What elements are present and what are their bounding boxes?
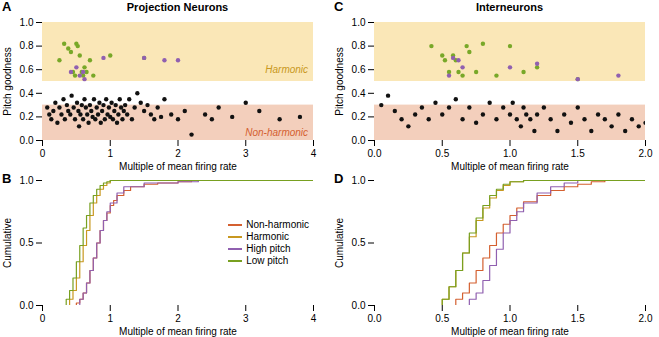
svg-text:0.5: 0.5 xyxy=(435,313,449,324)
svg-text:0.0: 0.0 xyxy=(368,148,382,159)
svg-text:2.0: 2.0 xyxy=(639,313,653,324)
svg-text:0: 0 xyxy=(40,313,46,324)
svg-text:1.5: 1.5 xyxy=(571,148,585,159)
svg-text:0.5: 0.5 xyxy=(352,237,366,248)
svg-text:0.0: 0.0 xyxy=(20,135,34,146)
svg-text:0.5: 0.5 xyxy=(435,148,449,159)
html-text:Non-harmonic: Non-harmonic xyxy=(246,218,309,230)
svg-text:0.8: 0.8 xyxy=(352,40,366,51)
svg-text:2: 2 xyxy=(175,148,181,159)
svg-text:0: 0 xyxy=(40,148,46,159)
svg-text:1: 1 xyxy=(107,148,113,159)
svg-text:Multiple of mean firing rate: Multiple of mean firing rate xyxy=(451,161,569,172)
svg-text:0.0: 0.0 xyxy=(352,135,366,146)
svg-text:1.5: 1.5 xyxy=(571,313,585,324)
svg-text:Cumulative: Cumulative xyxy=(2,218,13,268)
svg-text:1.0: 1.0 xyxy=(352,175,366,186)
svg-text:0.2: 0.2 xyxy=(20,111,34,122)
svg-text:0.6: 0.6 xyxy=(352,64,366,75)
svg-text:4: 4 xyxy=(311,148,317,159)
html-text:Interneurons: Interneurons xyxy=(475,1,544,13)
html-text:High pitch: High pitch xyxy=(246,242,291,254)
html-text:A: A xyxy=(2,0,12,14)
svg-text:Non-harmonic: Non-harmonic xyxy=(245,127,308,138)
svg-text:0.2: 0.2 xyxy=(352,111,366,122)
svg-text:3: 3 xyxy=(243,148,249,159)
svg-text:Cumulative: Cumulative xyxy=(334,218,345,268)
svg-text:1: 1 xyxy=(107,313,113,324)
svg-text:0.6: 0.6 xyxy=(20,64,34,75)
svg-text:0.5: 0.5 xyxy=(20,237,34,248)
svg-text:Multiple of mean firing rate: Multiple of mean firing rate xyxy=(119,161,237,172)
svg-text:Multiple of mean firing rate: Multiple of mean firing rate xyxy=(119,326,237,337)
svg-text:1.0: 1.0 xyxy=(20,175,34,186)
svg-text:1.0: 1.0 xyxy=(352,17,366,28)
svg-text:1.0: 1.0 xyxy=(503,313,517,324)
html-text:Low pitch: Low pitch xyxy=(246,254,289,266)
svg-text:3: 3 xyxy=(243,313,249,324)
svg-text:0.4: 0.4 xyxy=(352,88,366,99)
html-text:C: C xyxy=(334,0,344,14)
svg-text:Multiple of mean firing rate: Multiple of mean firing rate xyxy=(451,326,569,337)
svg-text:4: 4 xyxy=(311,313,317,324)
svg-text:0.0: 0.0 xyxy=(20,300,34,311)
svg-text:0.4: 0.4 xyxy=(20,88,34,99)
html-text:D: D xyxy=(334,171,344,186)
svg-text:2: 2 xyxy=(175,313,181,324)
svg-text:Pitch goodness: Pitch goodness xyxy=(2,47,13,115)
svg-text:Pitch goodness: Pitch goodness xyxy=(334,47,345,115)
html-text:B: B xyxy=(2,171,12,186)
svg-text:2.0: 2.0 xyxy=(639,148,653,159)
svg-text:0.0: 0.0 xyxy=(352,300,366,311)
svg-text:Harmonic: Harmonic xyxy=(265,64,308,75)
html-text:Projection Neurons: Projection Neurons xyxy=(126,1,229,13)
svg-text:1.0: 1.0 xyxy=(20,17,34,28)
svg-text:0.0: 0.0 xyxy=(368,313,382,324)
svg-text:1.0: 1.0 xyxy=(503,148,517,159)
html-text:Harmonic: Harmonic xyxy=(246,230,289,242)
svg-text:0.8: 0.8 xyxy=(20,40,34,51)
